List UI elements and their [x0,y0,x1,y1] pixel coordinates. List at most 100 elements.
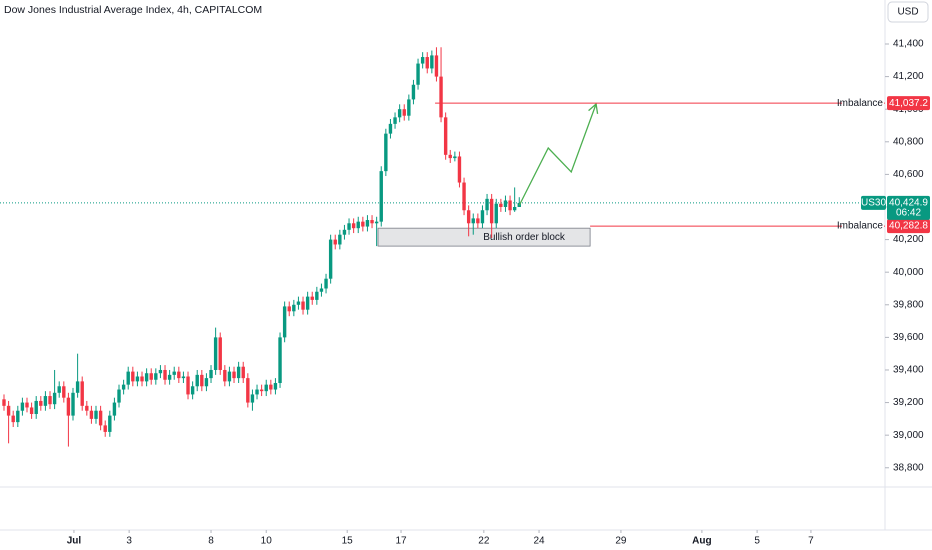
candle-body [172,371,176,375]
order-block-label: Bullish order block [483,232,566,243]
y-tick-label: 40,200 [893,234,924,245]
candle-body [89,410,94,419]
candle-body [227,371,232,382]
candle-body [25,402,29,408]
candle-body [476,218,480,224]
candle-body [315,291,319,300]
candle-body [236,366,241,379]
candle-body [223,369,227,382]
candle-body [361,221,365,227]
currency-label[interactable]: USD [897,7,918,18]
x-tick-label: 7 [808,536,814,547]
candle-body [485,198,489,211]
candle-body [471,218,475,224]
candle-body [163,369,167,380]
y-tick-label: 41,400 [893,39,924,50]
x-tick-label: 17 [395,536,407,547]
candle-body [246,378,250,403]
candle-body [98,410,103,426]
x-tick-label: 24 [533,536,545,547]
candle-body [457,156,462,183]
projection-path [518,103,597,206]
candle-body [71,392,75,416]
candle-body [259,389,264,392]
x-tick-label: 3 [126,536,132,547]
x-tick-label: 22 [478,536,490,547]
candle-body [16,410,20,423]
candle-body [204,378,209,387]
candle-body [149,373,153,380]
candle-body [131,371,135,382]
level-text-bg [842,219,884,234]
candle-body [232,371,236,379]
y-tick-label: 41,200 [893,71,924,82]
price-value: 40,424.9 [889,198,928,209]
price-box [887,195,930,220]
candle-body [351,223,356,229]
y-tick-label: 38,800 [893,462,924,473]
candle-body [370,220,374,224]
y-tick-label: 39,600 [893,332,924,343]
candle-body [213,337,218,370]
candle-body [420,57,425,64]
candle-body [508,200,512,211]
candle-body [195,374,199,387]
candle-body [402,109,406,116]
candle-body [29,407,34,414]
candle-body [85,405,89,411]
candle-body [512,206,517,211]
currency-button[interactable] [887,1,929,23]
level-text-bg [842,96,884,111]
candle-body [62,386,66,398]
candle-body [430,55,434,69]
candle-body [453,156,457,159]
candle-body [264,384,268,392]
order-block [377,227,591,247]
candle-body [6,405,11,416]
y-tick-label: 40,600 [893,169,924,180]
candle-body [190,386,195,395]
x-tick-label: Aug [692,536,711,547]
y-tick-label: 40,000 [893,267,924,278]
y-tick-label: 40,800 [893,136,924,147]
candle-body [342,229,347,235]
candle-body [52,392,57,405]
candle-body [301,301,305,310]
candle-body [319,288,324,292]
candle-body [287,306,291,312]
projection-arrowhead [588,102,599,114]
candle-body [443,117,448,155]
candle-body [338,234,342,245]
candle-body [388,123,393,134]
level-price-label: 40,282.8 [889,221,928,232]
candle-body [158,369,163,374]
candle-body [48,396,52,405]
candle-body [448,154,452,159]
candle-body [425,57,429,69]
candle-body [305,296,310,310]
candle-body [328,239,333,279]
candle-body [103,425,107,432]
candle-body [112,402,117,416]
x-tick-label: Jul [67,536,82,547]
candle-body [480,210,485,224]
candle-body [347,223,351,230]
candle-body [439,76,443,118]
candle-body [397,109,402,118]
candle-body [466,210,471,224]
y-tick-label: 39,000 [893,430,924,441]
candle-body [379,171,383,222]
candle-body [278,337,282,384]
level-label: Imbalance [837,221,884,232]
candle-body [2,399,6,406]
candle-body [140,376,144,382]
candle-body [218,337,222,370]
candle-body [121,384,126,390]
candle-body [374,221,379,224]
candle-body [11,415,15,423]
candle-body [310,296,314,300]
candle-body [241,366,245,379]
candle-body [411,84,416,100]
candle-body [200,374,204,387]
